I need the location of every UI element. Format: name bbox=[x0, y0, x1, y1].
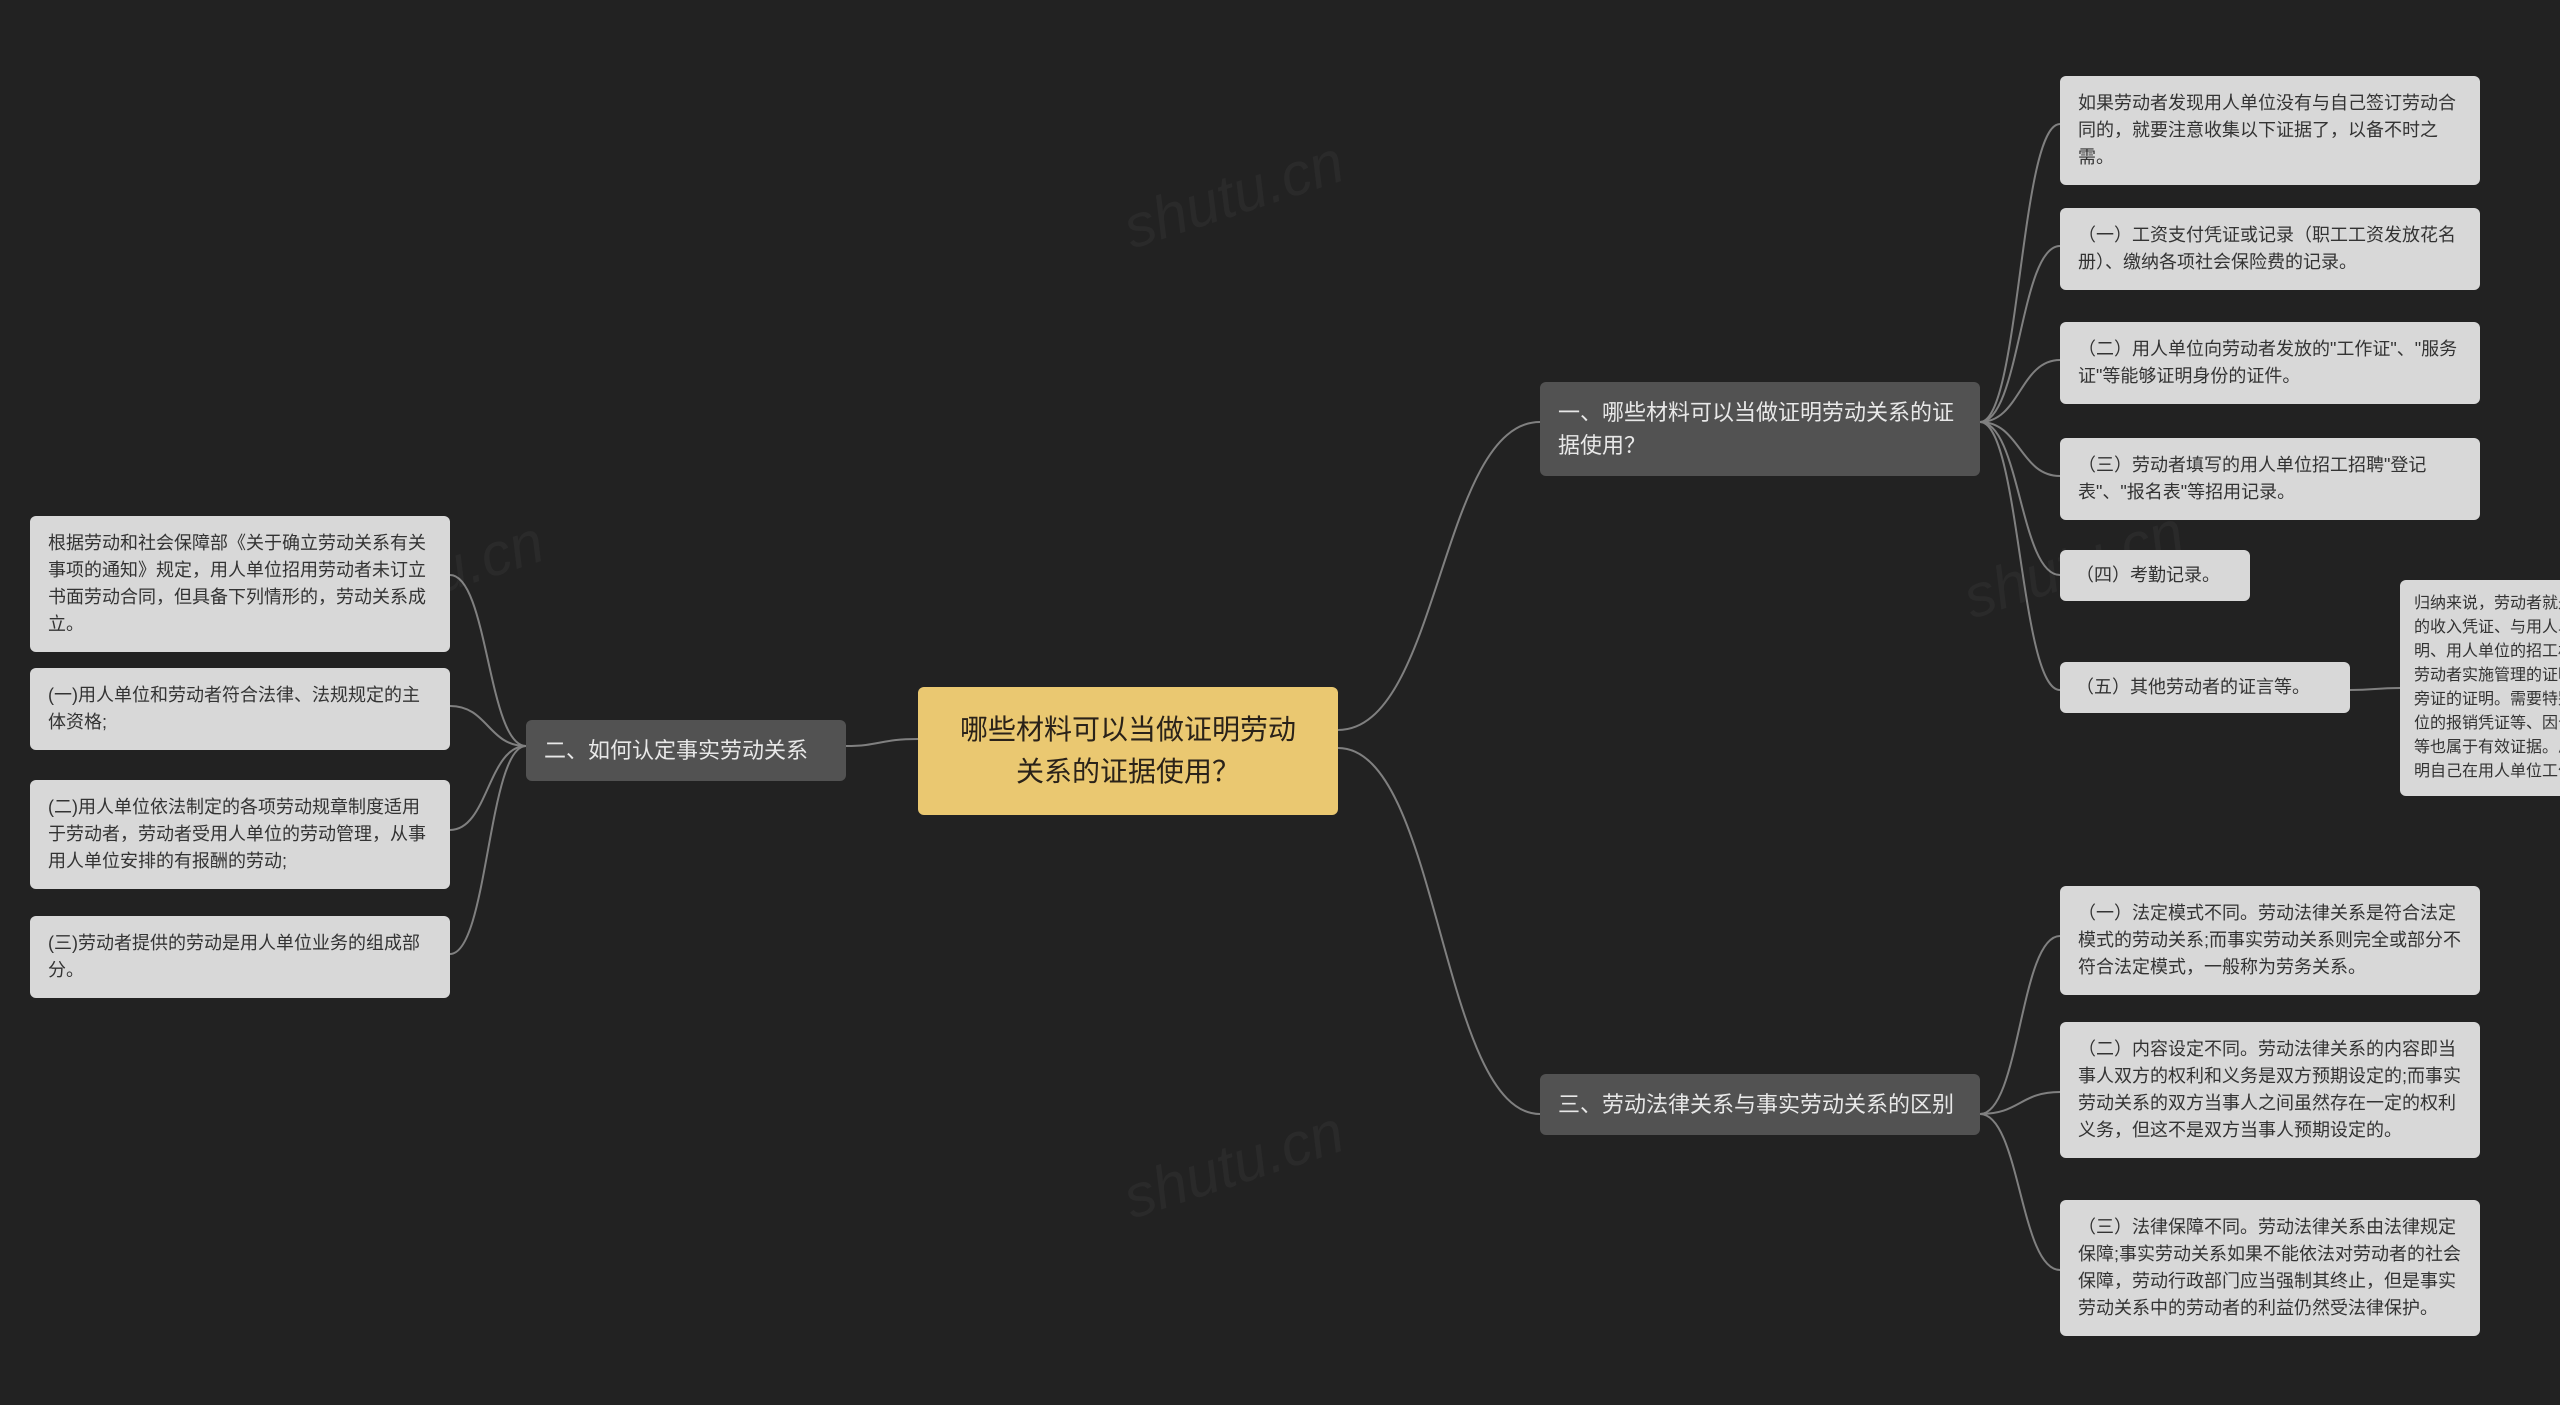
leaf-text: (一)用人单位和劳动者符合法律、法规规定的主体资格; bbox=[48, 685, 420, 732]
leaf-text: 如果劳动者发现用人单位没有与自己签订劳动合同的，就要注意收集以下证据了，以备不时… bbox=[2078, 93, 2456, 167]
leaf-text: （四）考勤记录。 bbox=[2076, 565, 2220, 585]
branch-1-title: 一、哪些材料可以当做证明劳动关系的证据使用？ bbox=[1558, 400, 1954, 458]
root-node[interactable]: 哪些材料可以当做证明劳动关系的证据使用？ bbox=[918, 687, 1338, 815]
watermark: shutu.cn bbox=[1115, 1097, 1352, 1233]
leaf-text: （一）法定模式不同。劳动法律关系是符合法定模式的劳动关系;而事实劳动关系则完全或… bbox=[2078, 903, 2461, 977]
leaf-node[interactable]: （一）工资支付凭证或记录（职工工资发放花名册）、缴纳各项社会保险费的记录。 bbox=[2060, 208, 2480, 290]
leaf-node[interactable]: （三）法律保障不同。劳动法律关系由法律规定保障;事实劳动关系如果不能依法对劳动者… bbox=[2060, 1200, 2480, 1336]
leaf-text: （五）其他劳动者的证言等。 bbox=[2076, 677, 2310, 697]
leaf-node[interactable]: （二）内容设定不同。劳动法律关系的内容即当事人双方的权利和义务是双方预期设定的;… bbox=[2060, 1022, 2480, 1158]
leaf-sub-node[interactable]: 归纳来说，劳动者就是要注意收集自己的收入凭证、与用人单位有关的身份证明、用人单位… bbox=[2400, 580, 2560, 796]
watermark: shutu.cn bbox=[1115, 127, 1352, 263]
branch-2-title: 二、如何认定事实劳动关系 bbox=[544, 738, 808, 763]
leaf-text: (三)劳动者提供的劳动是用人单位业务的组成部分。 bbox=[48, 933, 420, 980]
leaf-text: （二）内容设定不同。劳动法律关系的内容即当事人双方的权利和义务是双方预期设定的;… bbox=[2078, 1039, 2461, 1140]
leaf-text: 归纳来说，劳动者就是要注意收集自己的收入凭证、与用人单位有关的身份证明、用人单位… bbox=[2414, 595, 2560, 780]
branch-3-title: 三、劳动法律关系与事实劳动关系的区别 bbox=[1558, 1092, 1954, 1117]
leaf-node[interactable]: (三)劳动者提供的劳动是用人单位业务的组成部分。 bbox=[30, 916, 450, 998]
leaf-node[interactable]: （五）其他劳动者的证言等。 bbox=[2060, 662, 2350, 713]
leaf-node[interactable]: （一）法定模式不同。劳动法律关系是符合法定模式的劳动关系;而事实劳动关系则完全或… bbox=[2060, 886, 2480, 995]
leaf-text: 根据劳动和社会保障部《关于确立劳动关系有关事项的通知》规定，用人单位招用劳动者未… bbox=[48, 533, 426, 634]
branch-node-1[interactable]: 一、哪些材料可以当做证明劳动关系的证据使用？ bbox=[1540, 382, 1980, 476]
leaf-text: (二)用人单位依法制定的各项劳动规章制度适用于劳动者，劳动者受用人单位的劳动管理… bbox=[48, 797, 426, 871]
leaf-node[interactable]: 根据劳动和社会保障部《关于确立劳动关系有关事项的通知》规定，用人单位招用劳动者未… bbox=[30, 516, 450, 652]
leaf-text: （三）劳动者填写的用人单位招工招聘"登记表"、"报名表"等招用记录。 bbox=[2078, 455, 2426, 502]
leaf-node[interactable]: (一)用人单位和劳动者符合法律、法规规定的主体资格; bbox=[30, 668, 450, 750]
leaf-node[interactable]: （四）考勤记录。 bbox=[2060, 550, 2250, 601]
leaf-node[interactable]: 如果劳动者发现用人单位没有与自己签订劳动合同的，就要注意收集以下证据了，以备不时… bbox=[2060, 76, 2480, 185]
root-text: 哪些材料可以当做证明劳动关系的证据使用？ bbox=[960, 714, 1296, 787]
leaf-node[interactable]: (二)用人单位依法制定的各项劳动规章制度适用于劳动者，劳动者受用人单位的劳动管理… bbox=[30, 780, 450, 889]
leaf-text: （一）工资支付凭证或记录（职工工资发放花名册）、缴纳各项社会保险费的记录。 bbox=[2078, 225, 2456, 272]
leaf-text: （三）法律保障不同。劳动法律关系由法律规定保障;事实劳动关系如果不能依法对劳动者… bbox=[2078, 1217, 2461, 1318]
leaf-node[interactable]: （二）用人单位向劳动者发放的"工作证"、"服务证"等能够证明身份的证件。 bbox=[2060, 322, 2480, 404]
branch-node-2[interactable]: 二、如何认定事实劳动关系 bbox=[526, 720, 846, 781]
leaf-text: （二）用人单位向劳动者发放的"工作证"、"服务证"等能够证明身份的证件。 bbox=[2078, 339, 2457, 386]
leaf-node[interactable]: （三）劳动者填写的用人单位招工招聘"登记表"、"报名表"等招用记录。 bbox=[2060, 438, 2480, 520]
branch-node-3[interactable]: 三、劳动法律关系与事实劳动关系的区别 bbox=[1540, 1074, 1980, 1135]
